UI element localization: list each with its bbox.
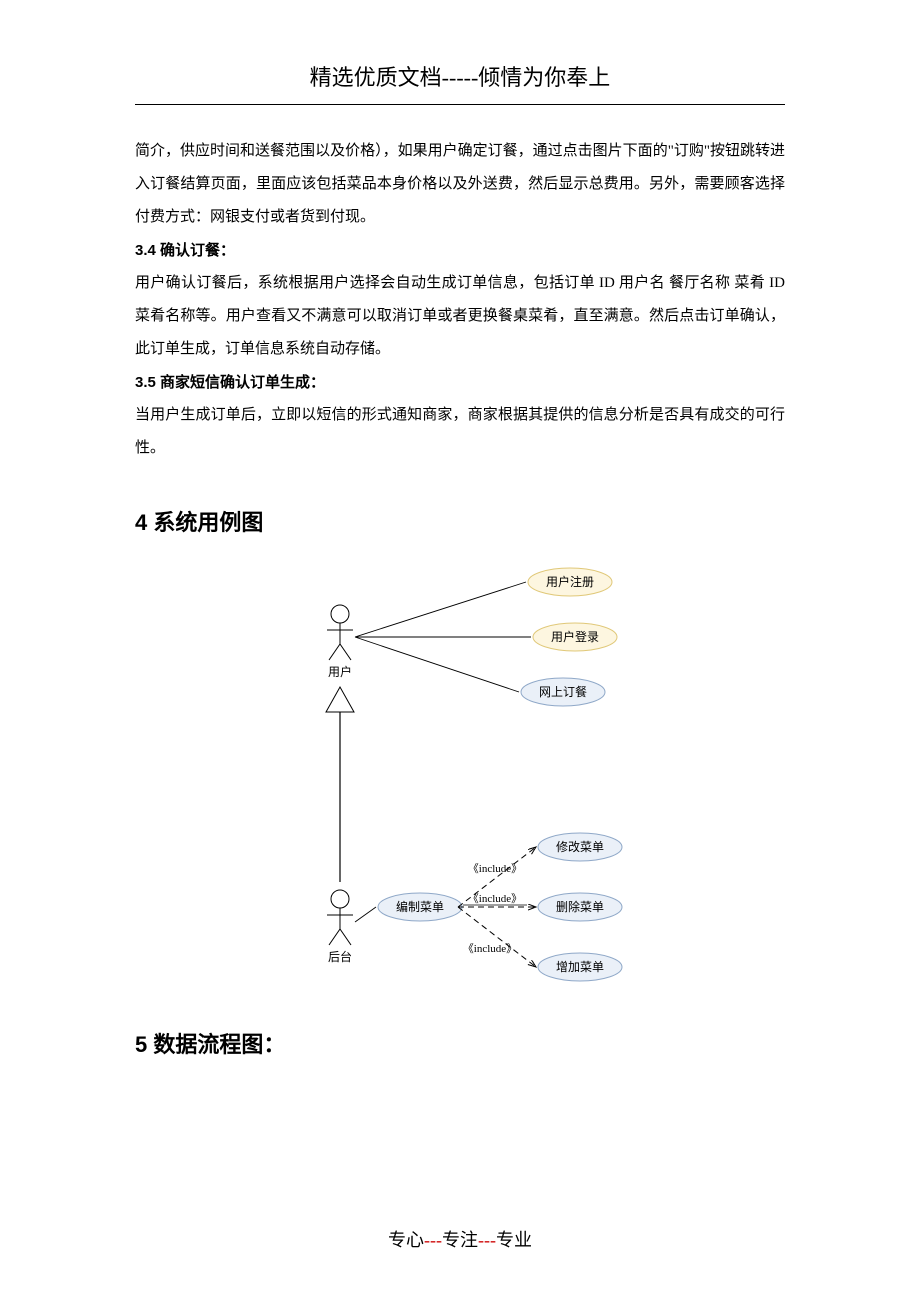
page-footer: 专心---专注---专业	[0, 1226, 920, 1252]
paragraph-3-5: 当用户生成订单后，立即以短信的形式通知商家，商家根据其提供的信息分析是否具有成交…	[135, 399, 785, 465]
svg-text:后台: 后台	[328, 949, 352, 964]
svg-text:用户登录: 用户登录	[551, 629, 599, 644]
paragraph-intro: 简介，供应时间和送餐范围以及价格），如果用户确定订餐，通过点击图片下面的"订购"…	[135, 135, 785, 234]
usecase-svg: 用户后台用户注册用户登录网上订餐修改菜单删除菜单增加菜单编制菜单《include…	[290, 557, 630, 987]
svg-text:增加菜单: 增加菜单	[556, 960, 604, 974]
subhead-3-5: 3.5 商家短信确认订单生成：	[135, 366, 785, 399]
svg-text:网上订餐: 网上订餐	[539, 684, 587, 699]
svg-text:编制菜单: 编制菜单	[396, 899, 444, 914]
svg-text:用户注册: 用户注册	[546, 574, 594, 589]
footer-part2: 专注	[442, 1230, 478, 1250]
svg-text:删除菜单: 删除菜单	[556, 899, 604, 914]
footer-sep2: ---	[478, 1230, 496, 1250]
footer-sep1: ---	[424, 1230, 442, 1250]
section-4-head: 4 系统用例图	[135, 505, 785, 537]
svg-text:《include》: 《include》	[463, 942, 517, 955]
subhead-3-4: 3.4 确认订餐：	[135, 234, 785, 267]
svg-text:修改菜单: 修改菜单	[556, 839, 604, 854]
svg-text:《include》: 《include》	[468, 892, 522, 905]
svg-text:用户: 用户	[328, 664, 352, 679]
footer-part1: 专心	[388, 1230, 424, 1250]
svg-text:《include》: 《include》	[468, 862, 522, 875]
usecase-diagram: 用户后台用户注册用户登录网上订餐修改菜单删除菜单增加菜单编制菜单《include…	[135, 557, 785, 987]
footer-part3: 专业	[496, 1230, 532, 1250]
paragraph-3-4: 用户确认订餐后，系统根据用户选择会自动生成订单信息，包括订单 ID 用户名 餐厅…	[135, 267, 785, 366]
section-5-head: 5 数据流程图：	[135, 1027, 785, 1059]
page-header: 精选优质文档-----倾情为你奉上	[135, 60, 785, 105]
